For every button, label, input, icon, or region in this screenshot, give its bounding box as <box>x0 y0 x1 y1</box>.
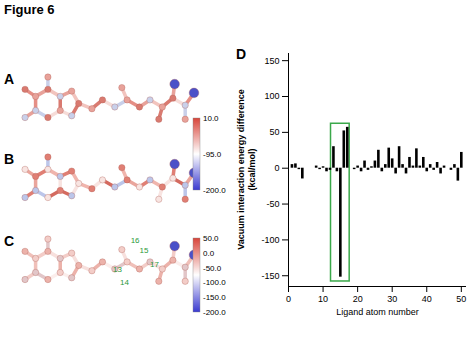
svg-text:0: 0 <box>286 294 291 304</box>
svg-text:16: 16 <box>131 236 140 245</box>
svg-text:150: 150 <box>264 56 279 66</box>
svg-text:10: 10 <box>318 294 328 304</box>
svg-text:(kcal/mol): (kcal/mol) <box>247 148 257 190</box>
svg-text:50: 50 <box>456 294 466 304</box>
svg-text:-95.0: -95.0 <box>203 150 222 159</box>
svg-text:C: C <box>4 233 14 249</box>
html-text:D: D <box>236 46 247 62</box>
svg-text:Ligand atom number: Ligand atom number <box>336 307 419 317</box>
svg-text:0: 0 <box>274 163 279 173</box>
svg-text:50.0: 50.0 <box>203 234 219 243</box>
svg-text:50: 50 <box>269 127 279 137</box>
svg-text:Vacuum interaction energy diff: Vacuum interaction energy difference <box>236 89 246 250</box>
svg-text:-150: -150 <box>261 271 279 281</box>
svg-text:-50: -50 <box>266 199 279 209</box>
svg-text:A: A <box>4 71 14 87</box>
svg-text:13: 13 <box>113 265 122 274</box>
svg-text:-50.0: -50.0 <box>203 264 222 273</box>
svg-text:20: 20 <box>353 294 363 304</box>
svg-text:-200.0: -200.0 <box>203 308 226 317</box>
svg-text:0.0: 0.0 <box>203 249 215 258</box>
html-text:Figure 6: Figure 6 <box>4 2 55 17</box>
svg-text:-200.0: -200.0 <box>203 186 226 195</box>
svg-text:B: B <box>4 151 14 167</box>
svg-text:30: 30 <box>387 294 397 304</box>
svg-text:10.0: 10.0 <box>203 114 219 123</box>
svg-text:15: 15 <box>139 246 148 255</box>
svg-text:-100: -100 <box>261 235 279 245</box>
svg-text:17: 17 <box>150 260 159 269</box>
svg-text:-150.0: -150.0 <box>203 293 226 302</box>
svg-text:40: 40 <box>422 294 432 304</box>
svg-text:100: 100 <box>264 91 279 101</box>
svg-text:14: 14 <box>120 278 129 287</box>
svg-text:-100.0: -100.0 <box>203 278 226 287</box>
